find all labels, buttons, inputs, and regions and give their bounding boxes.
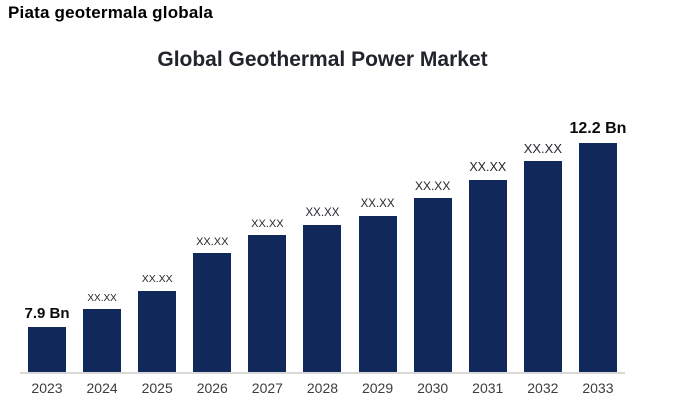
bar [523,161,562,372]
bar-value-label: XX.XX [305,207,340,220]
bar-value-label: XX.XX [141,273,173,286]
bar-group: XX.XX [248,217,287,372]
bar [248,235,287,372]
bar [83,309,122,372]
x-axis-tick-label: 2025 [141,380,173,396]
bar-group: XX.XX [138,273,177,372]
bar-value-label: XX.XX [251,217,284,230]
x-axis-tick-label: 2029 [361,380,394,396]
plot-area: 7.9 Bn XX.XX XX.XX XX.XX XX.XX XX.XX XX.XX XX.X… [20,110,626,372]
bar [193,253,232,372]
bar-group: XX.XX [523,140,562,372]
bar-value-label: 12.2 Bn [569,120,627,138]
bar [138,291,177,372]
bar-value-label: XX.XX [87,293,117,304]
bar-value-label: 7.9 Bn [24,304,70,322]
bar-value-label: XX.XX [360,198,395,211]
bar-group: XX.XX [468,160,507,372]
x-axis-tick-label: 2028 [306,380,339,396]
bar-value-label: XX.XX [414,178,451,193]
x-axis-tick-label: 2033 [582,380,614,396]
x-axis-labels: 2023 2024 2025 2026 2027 2028 2029 2030 2031 2032… [20,380,625,396]
x-axis-tick-label: 2031 [472,380,504,396]
bar [28,327,66,372]
bar-group: 12.2 Bn [569,120,626,372]
bar-group: XX.XX [83,293,122,372]
bar [413,198,452,372]
x-axis-line [20,372,625,374]
x-axis-tick-label: 2026 [196,380,228,396]
bar [578,143,617,372]
bar-group: XX.XX [193,235,232,372]
bar [468,180,507,372]
bar [358,216,397,372]
bar-group: XX.XX [303,207,342,372]
chart-geothermal-market: Global Geothermal Power Market 7.9 Bn XX.… [20,44,626,404]
bar-group: XX.XX [413,178,452,372]
bar-value-label: XX.XX [523,140,562,156]
bar-group: XX.XX [358,198,397,372]
x-axis-tick-label: 2023 [31,380,63,396]
x-axis-tick-label: 2027 [251,380,283,396]
chart-title: Global Geothermal Power Market [157,48,488,71]
x-axis-tick-label: 2024 [86,380,118,396]
x-axis-tick-label: 2032 [527,380,559,396]
page-title: Piata geotermala globala [8,3,214,22]
bar-value-label: XX.XX [196,235,229,248]
bar-group: 7.9 Bn [25,305,70,372]
x-axis-tick-label: 2030 [417,380,449,396]
bar [303,225,342,372]
bar-value-label: XX.XX [469,160,507,175]
